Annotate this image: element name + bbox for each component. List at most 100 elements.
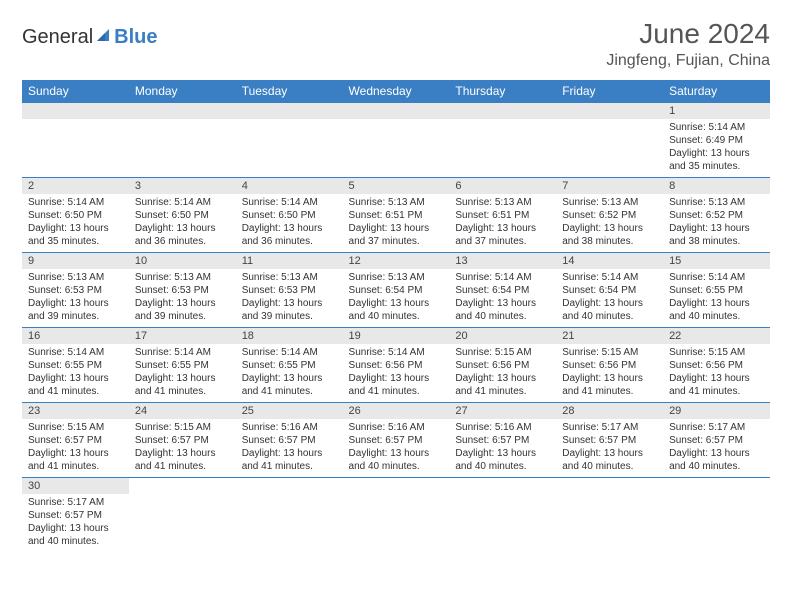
day-info-cell: Sunrise: 5:14 AMSunset: 6:49 PMDaylight:…: [663, 119, 770, 178]
day-number-cell: [449, 478, 556, 495]
day-info-cell: Sunrise: 5:16 AMSunset: 6:57 PMDaylight:…: [343, 419, 450, 478]
daylight-text: Daylight: 13 hours: [349, 222, 444, 235]
day-number-cell: 10: [129, 253, 236, 270]
sunset-text: Sunset: 6:57 PM: [242, 434, 337, 447]
day-info-cell: [236, 119, 343, 178]
sunset-text: Sunset: 6:57 PM: [349, 434, 444, 447]
day-number-cell: [343, 103, 450, 120]
daylight-text: and 35 minutes.: [669, 160, 764, 173]
sunrise-text: Sunrise: 5:14 AM: [562, 271, 657, 284]
day-info-cell: Sunrise: 5:14 AMSunset: 6:50 PMDaylight:…: [129, 194, 236, 253]
sunrise-text: Sunrise: 5:15 AM: [669, 346, 764, 359]
day-number-cell: 29: [663, 403, 770, 420]
day-info-cell: Sunrise: 5:17 AMSunset: 6:57 PMDaylight:…: [556, 419, 663, 478]
sunrise-text: Sunrise: 5:15 AM: [28, 421, 123, 434]
day-number-cell: 2: [22, 178, 129, 195]
title-block: June 2024 Jingfeng, Fujian, China: [606, 18, 770, 70]
daylight-text: and 41 minutes.: [28, 460, 123, 473]
sunset-text: Sunset: 6:54 PM: [562, 284, 657, 297]
day-number-cell: 19: [343, 328, 450, 345]
calendar-table: Sunday Monday Tuesday Wednesday Thursday…: [22, 80, 770, 552]
day-number-cell: [236, 103, 343, 120]
daylight-text: Daylight: 13 hours: [455, 297, 550, 310]
day-info-cell: Sunrise: 5:14 AMSunset: 6:55 PMDaylight:…: [663, 269, 770, 328]
daylight-text: Daylight: 13 hours: [349, 447, 444, 460]
daylight-text: Daylight: 13 hours: [135, 372, 230, 385]
daylight-text: and 40 minutes.: [28, 535, 123, 548]
day-info-cell: Sunrise: 5:13 AMSunset: 6:54 PMDaylight:…: [343, 269, 450, 328]
daylight-text: and 41 minutes.: [135, 460, 230, 473]
sunset-text: Sunset: 6:56 PM: [562, 359, 657, 372]
day-number-cell: 11: [236, 253, 343, 270]
day-info-cell: Sunrise: 5:13 AMSunset: 6:53 PMDaylight:…: [129, 269, 236, 328]
day-number-cell: 26: [343, 403, 450, 420]
sunrise-text: Sunrise: 5:13 AM: [242, 271, 337, 284]
day-info-cell: Sunrise: 5:15 AMSunset: 6:57 PMDaylight:…: [129, 419, 236, 478]
month-title: June 2024: [606, 18, 770, 50]
sunset-text: Sunset: 6:57 PM: [28, 509, 123, 522]
weekday-header: Friday: [556, 80, 663, 103]
daylight-text: Daylight: 13 hours: [242, 447, 337, 460]
daylight-text: Daylight: 13 hours: [28, 222, 123, 235]
weekday-header: Sunday: [22, 80, 129, 103]
day-number-cell: [556, 478, 663, 495]
daylight-text: and 39 minutes.: [135, 310, 230, 323]
sunset-text: Sunset: 6:52 PM: [562, 209, 657, 222]
day-number-row: 30: [22, 478, 770, 495]
daylight-text: Daylight: 13 hours: [455, 372, 550, 385]
daylight-text: Daylight: 13 hours: [349, 297, 444, 310]
day-info-cell: Sunrise: 5:14 AMSunset: 6:50 PMDaylight:…: [236, 194, 343, 253]
day-number-cell: 20: [449, 328, 556, 345]
sunset-text: Sunset: 6:50 PM: [28, 209, 123, 222]
sunrise-text: Sunrise: 5:14 AM: [135, 196, 230, 209]
day-number-cell: 22: [663, 328, 770, 345]
day-number-cell: [129, 478, 236, 495]
day-number-row: 23242526272829: [22, 403, 770, 420]
day-number-cell: 9: [22, 253, 129, 270]
page-header: GeneralBlue June 2024 Jingfeng, Fujian, …: [22, 18, 770, 70]
sunrise-text: Sunrise: 5:16 AM: [242, 421, 337, 434]
day-number-row: 1: [22, 103, 770, 120]
daylight-text: Daylight: 13 hours: [242, 372, 337, 385]
daylight-text: and 36 minutes.: [135, 235, 230, 248]
sunset-text: Sunset: 6:51 PM: [455, 209, 550, 222]
sunrise-text: Sunrise: 5:14 AM: [669, 121, 764, 134]
daylight-text: Daylight: 13 hours: [242, 297, 337, 310]
sunrise-text: Sunrise: 5:13 AM: [455, 196, 550, 209]
day-info-cell: Sunrise: 5:13 AMSunset: 6:51 PMDaylight:…: [449, 194, 556, 253]
daylight-text: and 37 minutes.: [349, 235, 444, 248]
sunrise-text: Sunrise: 5:15 AM: [455, 346, 550, 359]
day-number-cell: 17: [129, 328, 236, 345]
daylight-text: and 37 minutes.: [455, 235, 550, 248]
daylight-text: and 40 minutes.: [455, 310, 550, 323]
day-info-row: Sunrise: 5:17 AMSunset: 6:57 PMDaylight:…: [22, 494, 770, 552]
daylight-text: Daylight: 13 hours: [135, 297, 230, 310]
day-info-cell: Sunrise: 5:14 AMSunset: 6:55 PMDaylight:…: [236, 344, 343, 403]
day-number-cell: 16: [22, 328, 129, 345]
daylight-text: Daylight: 13 hours: [28, 297, 123, 310]
day-number-cell: 27: [449, 403, 556, 420]
day-number-cell: 18: [236, 328, 343, 345]
daylight-text: and 40 minutes.: [562, 310, 657, 323]
daylight-text: Daylight: 13 hours: [349, 372, 444, 385]
daylight-text: and 41 minutes.: [562, 385, 657, 398]
day-info-row: Sunrise: 5:13 AMSunset: 6:53 PMDaylight:…: [22, 269, 770, 328]
day-number-row: 2345678: [22, 178, 770, 195]
day-number-cell: 7: [556, 178, 663, 195]
day-info-row: Sunrise: 5:14 AMSunset: 6:55 PMDaylight:…: [22, 344, 770, 403]
day-number-cell: [449, 103, 556, 120]
sunset-text: Sunset: 6:57 PM: [135, 434, 230, 447]
daylight-text: and 41 minutes.: [349, 385, 444, 398]
daylight-text: Daylight: 13 hours: [562, 222, 657, 235]
sunrise-text: Sunrise: 5:15 AM: [562, 346, 657, 359]
day-number-cell: [663, 478, 770, 495]
daylight-text: and 41 minutes.: [242, 385, 337, 398]
sunset-text: Sunset: 6:56 PM: [455, 359, 550, 372]
brand-text-blue: Blue: [114, 26, 157, 49]
daylight-text: Daylight: 13 hours: [28, 447, 123, 460]
day-info-cell: Sunrise: 5:14 AMSunset: 6:56 PMDaylight:…: [343, 344, 450, 403]
day-number-cell: 1: [663, 103, 770, 120]
sunrise-text: Sunrise: 5:14 AM: [135, 346, 230, 359]
day-info-cell: [556, 494, 663, 552]
daylight-text: Daylight: 13 hours: [669, 297, 764, 310]
